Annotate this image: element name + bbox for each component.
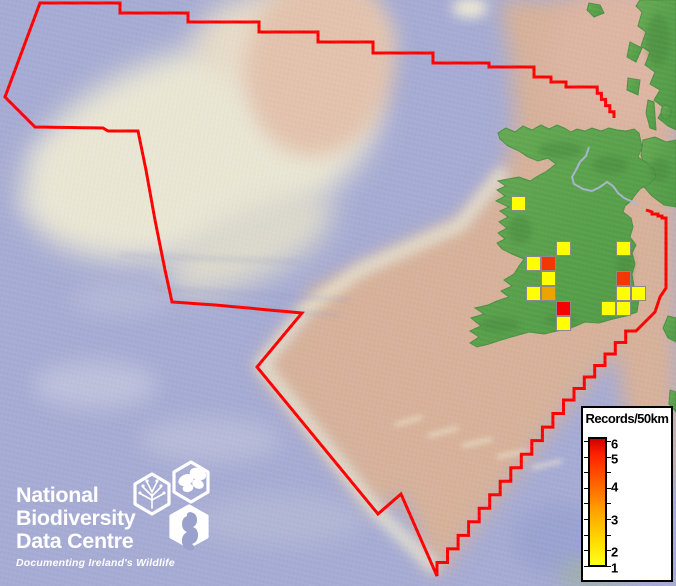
- tree-hexagon-icon: [133, 472, 171, 516]
- record-cell: [556, 241, 571, 256]
- legend-tick: [606, 441, 611, 442]
- legend-tick: [584, 487, 589, 489]
- legend-tick: [584, 456, 589, 458]
- logo-line-1: National: [16, 483, 99, 507]
- legend-tick-label: 5: [611, 451, 619, 467]
- logo-tagline: Documenting Ireland's Wildlife: [16, 557, 175, 569]
- legend-tick-label: 2: [611, 544, 619, 560]
- legend-tick: [606, 550, 611, 552]
- logo-line-2: Biodiversity: [16, 506, 136, 530]
- legend-tick-label: 4: [611, 479, 619, 495]
- legend-tick: [606, 519, 611, 520]
- record-cell: [511, 196, 526, 211]
- nbdc-hexagon-logo: [133, 460, 210, 551]
- legend-tick: [584, 472, 589, 474]
- butterfly-hexagon-icon: [172, 460, 210, 504]
- shelf-break-crest: [253, 165, 511, 575]
- legend-tick: [584, 441, 589, 442]
- record-cell: [556, 301, 571, 316]
- legend-tick: [584, 519, 589, 520]
- shelf-pink-tint: [545, 0, 676, 135]
- legend-tick: [584, 565, 589, 567]
- legend-tick: [606, 565, 611, 567]
- record-cell: [541, 286, 556, 301]
- record-cell: [616, 271, 631, 286]
- record-cell: [631, 286, 646, 301]
- record-cell: [556, 316, 571, 331]
- record-cell: [541, 256, 556, 271]
- record-cell: [616, 241, 631, 256]
- record-cell: [526, 286, 541, 301]
- record-cell: [601, 301, 616, 316]
- legend-gradient-bar: [588, 437, 607, 567]
- record-cell: [541, 271, 556, 286]
- record-cell: [526, 256, 541, 271]
- record-cell: [616, 286, 631, 301]
- ireland-landmass: [468, 124, 657, 348]
- tree-icon: [138, 479, 166, 509]
- legend-tick: [606, 456, 611, 458]
- record-cell: [616, 301, 631, 316]
- eez-boundary-line: [3, 1, 668, 577]
- canyon-ridges: [394, 415, 563, 470]
- legend-tick: [606, 487, 611, 489]
- legend-tick: [606, 534, 611, 536]
- legend-tick: [606, 472, 611, 474]
- legend-title: Records/50km: [585, 411, 669, 426]
- butterfly-icon: [178, 467, 207, 493]
- legend-tick-label: 3: [611, 512, 619, 528]
- logo-line-3: Data Centre: [16, 529, 134, 553]
- legend-tick: [606, 503, 611, 505]
- legend-tick: [584, 503, 589, 505]
- legend-tick: [584, 550, 589, 552]
- legend-tick-label: 6: [611, 436, 619, 452]
- bank-pink-lobe: [245, 0, 395, 157]
- legend-tick: [584, 534, 589, 536]
- legend-tick-label: 1: [611, 560, 619, 576]
- ni-border: [570, 146, 639, 206]
- seahorse-icon: [181, 512, 198, 551]
- nbdc-logo: National Biodiversity Data Centre Docume…: [16, 483, 175, 570]
